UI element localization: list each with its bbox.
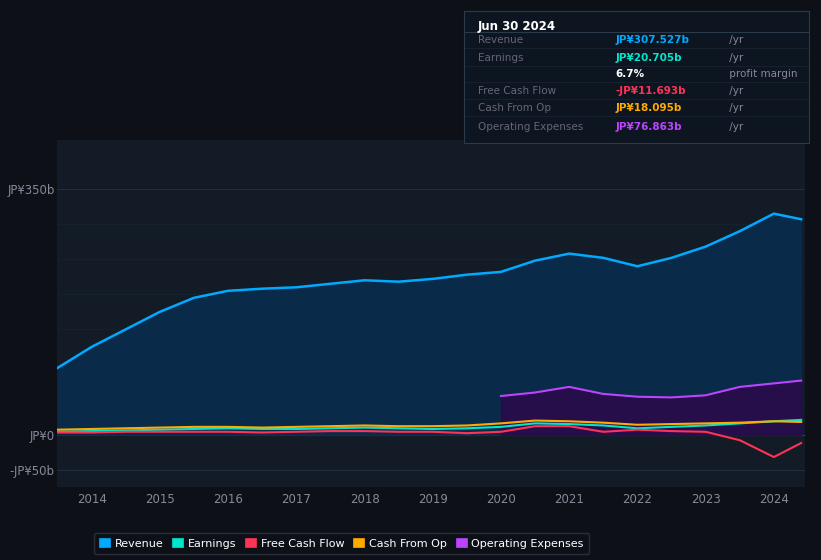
Text: profit margin: profit margin [726,69,797,79]
Text: /yr: /yr [726,86,743,96]
Text: Earnings: Earnings [478,53,523,63]
Text: 6.7%: 6.7% [616,69,644,79]
Text: JP¥20.705b: JP¥20.705b [616,53,682,63]
Text: JP¥18.095b: JP¥18.095b [616,104,682,113]
Text: Jun 30 2024: Jun 30 2024 [478,20,556,34]
Legend: Revenue, Earnings, Free Cash Flow, Cash From Op, Operating Expenses: Revenue, Earnings, Free Cash Flow, Cash … [94,533,589,554]
Text: Revenue: Revenue [478,35,523,45]
Text: JP¥76.863b: JP¥76.863b [616,122,682,132]
Text: /yr: /yr [726,53,743,63]
Text: Operating Expenses: Operating Expenses [478,122,583,132]
Text: /yr: /yr [726,104,743,113]
Text: /yr: /yr [726,122,743,132]
Text: /yr: /yr [726,35,743,45]
Text: Cash From Op: Cash From Op [478,104,551,113]
Text: -JP¥11.693b: -JP¥11.693b [616,86,686,96]
Text: JP¥307.527b: JP¥307.527b [616,35,690,45]
Text: Free Cash Flow: Free Cash Flow [478,86,556,96]
